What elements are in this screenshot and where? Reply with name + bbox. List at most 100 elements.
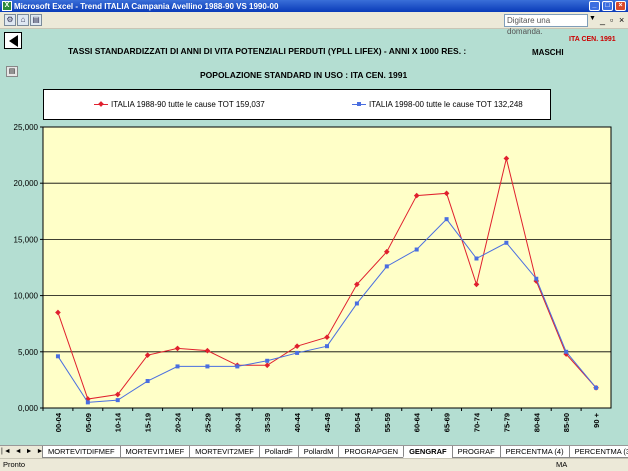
legend-swatch-red [94, 100, 108, 109]
data-point [55, 354, 60, 359]
data-point [354, 281, 360, 288]
x-tick-label: 05-09 [84, 413, 93, 432]
line-chart: 0,000 5,000 10,000 15,000 20,000 25,000 00-04 0… [14, 123, 612, 432]
data-point [85, 400, 90, 405]
data-point [534, 276, 539, 281]
data-point [264, 362, 271, 369]
x-tick-label: 25-29 [203, 413, 212, 432]
data-point [144, 352, 151, 359]
toolbar: ⚙ ⌂ ▤ Digitare una domanda. ▼ _ ▫ × [0, 12, 628, 36]
data-point [324, 334, 330, 341]
y-tick-label: 10,000 [14, 292, 39, 301]
data-point [175, 364, 180, 369]
data-point [383, 248, 390, 255]
data-point [504, 240, 509, 245]
toolbar-icon-1[interactable]: ⚙ [4, 14, 16, 26]
chart-title: TASSI STANDARDIZZATI DI ANNI DI VITA POT… [68, 46, 467, 56]
x-tick-label: 80-84 [532, 412, 541, 432]
data-point [145, 379, 150, 384]
data-point [294, 343, 300, 350]
status-bar: Pronto MA [0, 458, 628, 471]
status-mode: MA [556, 460, 568, 469]
data-point [204, 347, 211, 354]
x-tick-label: 55-59 [383, 413, 392, 432]
data-point [265, 358, 270, 363]
y-tick-label: 15,000 [14, 235, 39, 244]
maximize-button[interactable]: □ [602, 1, 613, 11]
data-point [295, 350, 300, 355]
chart-legend: ITALIA 1988-90 tutte le cause TOT 159,03… [43, 89, 551, 120]
data-point [414, 247, 419, 252]
plot-area [42, 126, 612, 409]
x-tick-label: 90 + [592, 412, 601, 427]
sheet-print-button[interactable]: ▤ [6, 66, 18, 77]
x-tick-label: 15-19 [144, 413, 153, 432]
data-point [114, 391, 121, 398]
x-tick-label: 35-39 [263, 413, 272, 432]
data-point [594, 385, 599, 390]
sheet-tab[interactable]: PROGRAF [451, 446, 501, 458]
help-dropdown-icon[interactable]: ▼ [589, 15, 596, 22]
doc-minimize-button[interactable]: _ [600, 15, 606, 25]
x-tick-label: 60-64 [413, 412, 422, 432]
legend-item-1998-00: ITALIA 1998-00 tutte le cause TOT 132,24… [352, 100, 523, 109]
toolbar-icon-2[interactable]: ⌂ [17, 14, 29, 26]
x-tick-label: 50-54 [353, 412, 362, 432]
data-point [413, 192, 420, 199]
data-point [444, 217, 449, 222]
data-point [384, 264, 389, 269]
x-tick-label: 75-79 [502, 413, 511, 432]
legend-label-1998-00: ITALIA 1998-00 tutte le cause TOT 132,24… [369, 100, 523, 109]
window-title: Microsoft Excel - Trend ITALIA Campania … [14, 1, 279, 11]
data-point [443, 190, 450, 197]
chart-subtitle: POPOLAZIONE STANDARD IN USO : ITA CEN. 1… [200, 70, 408, 80]
data-point [354, 301, 359, 306]
data-point [503, 155, 510, 162]
data-point [235, 364, 240, 369]
sheet-tab[interactable]: PERCENTMA (3) [568, 446, 628, 458]
legend-label-1988-90: ITALIA 1988-90 tutte le cause TOT 159,03… [111, 100, 265, 109]
x-tick-label: 85-90 [562, 413, 571, 432]
sheet-tab[interactable]: MORTEVIT1MEF [119, 446, 191, 458]
print-icon[interactable]: ▤ [30, 14, 42, 26]
sheet-tab[interactable]: PERCENTMA (4) [499, 446, 570, 458]
data-point [325, 344, 329, 349]
legend-item-1988-90: ITALIA 1988-90 tutte le cause TOT 159,03… [94, 100, 265, 109]
sheet-tab[interactable]: MORTEVITDIFMEF [42, 446, 121, 458]
sheet-tabs-bar: |◄ ◄ ► ►| MORTEVITDIFMEF MORTEVIT1MEF MORT… [0, 445, 628, 458]
data-point [564, 349, 569, 354]
data-point [473, 281, 480, 288]
x-tick-label: 30-34 [233, 412, 242, 432]
doc-close-button[interactable]: × [619, 15, 625, 25]
standard-label: ITA CEN. 1991 [569, 36, 616, 43]
legend-swatch-blue [352, 101, 366, 109]
sheet-tab[interactable]: GENGRAF [403, 446, 453, 458]
sheet-tab[interactable]: PollardM [297, 446, 340, 458]
x-tick-label: 70-74 [472, 412, 481, 432]
y-tick-label: 0,000 [18, 404, 39, 413]
tab-scroll-arrows[interactable]: |◄ ◄ ► ►| [1, 448, 48, 455]
data-point [474, 256, 479, 261]
doc-restore-button[interactable]: ▫ [610, 15, 614, 25]
y-tick-label: 5,000 [18, 348, 39, 357]
back-arrow-icon [8, 34, 18, 47]
y-tick-label: 25,000 [14, 123, 39, 132]
close-button[interactable]: × [615, 1, 626, 11]
x-tick-label: 00-04 [54, 412, 63, 432]
x-tick-label: 45-49 [323, 413, 332, 432]
sheet-tab[interactable]: MORTEVIT2MEF [189, 446, 260, 458]
x-tick-label: 40-44 [293, 412, 302, 432]
title-bar: X Microsoft Excel - Trend ITALIA Campani… [0, 0, 628, 12]
sheet-tab[interactable]: PROGRAPGEN [338, 446, 405, 458]
data-point [205, 364, 210, 369]
help-search-input[interactable]: Digitare una domanda. [504, 14, 588, 36]
sheet-tab[interactable]: PollardF [258, 446, 299, 458]
x-tick-label: 20-24 [174, 412, 183, 432]
y-tick-label: 20,000 [14, 179, 39, 188]
excel-app-icon[interactable]: X [2, 1, 12, 11]
back-button[interactable] [4, 32, 22, 49]
minimize-button[interactable]: _ [589, 1, 600, 11]
x-tick-label: 10-14 [114, 412, 123, 432]
sex-label: MASCHI [532, 48, 564, 57]
data-point [115, 398, 120, 403]
